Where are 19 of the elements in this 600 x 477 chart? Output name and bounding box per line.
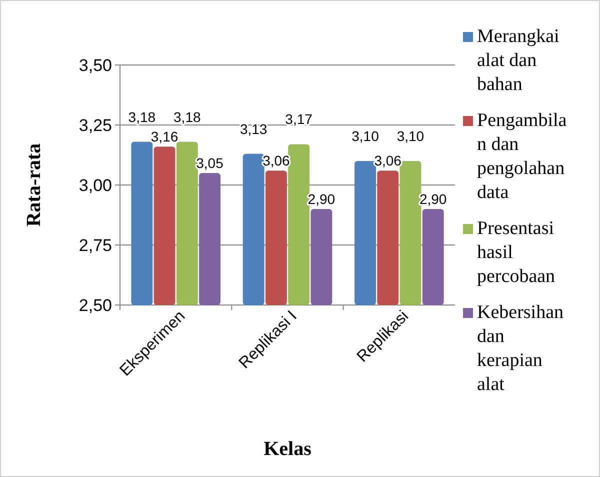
- legend-label: Pengambilan dan pengolahan data: [477, 110, 568, 203]
- data-label: 3,10: [352, 128, 380, 144]
- data-label: 3,13: [240, 120, 268, 137]
- x-axis-title: Kelas: [264, 438, 312, 460]
- legend-label: Merangkai alat dan bahan: [477, 26, 560, 95]
- legend-label: Presentasi hasil percobaan: [477, 218, 556, 287]
- data-label: 3,16: [150, 128, 178, 145]
- y-tick-label: 3,50: [78, 56, 112, 75]
- data-label: 3,18: [128, 108, 156, 125]
- data-label: 3,06: [374, 152, 402, 169]
- legend-label: Kebersihan dan kerapian alat: [477, 302, 564, 395]
- y-tick-label: 3,00: [78, 176, 112, 195]
- data-label: 3,18: [174, 108, 201, 125]
- data-label: 3,10: [396, 128, 424, 144]
- y-tick-label: 2,75: [78, 236, 112, 255]
- y-tick-label: 2,50: [78, 296, 112, 315]
- y-axis-title: Rata-rata: [23, 143, 45, 227]
- data-label: 3,17: [285, 111, 313, 128]
- y-tick-label: 3,25: [78, 116, 112, 135]
